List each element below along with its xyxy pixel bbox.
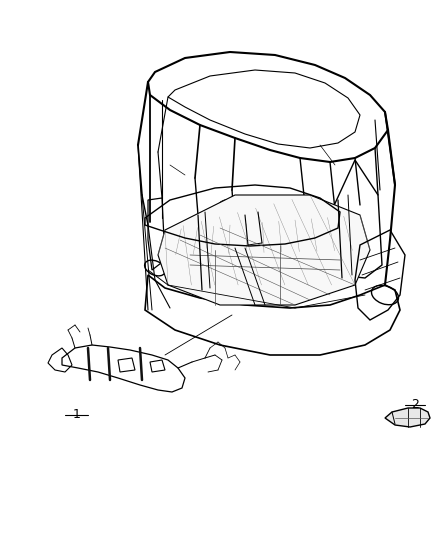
Polygon shape xyxy=(158,195,370,305)
Polygon shape xyxy=(385,408,430,427)
Text: 1: 1 xyxy=(73,408,81,422)
Text: 2: 2 xyxy=(411,399,419,411)
